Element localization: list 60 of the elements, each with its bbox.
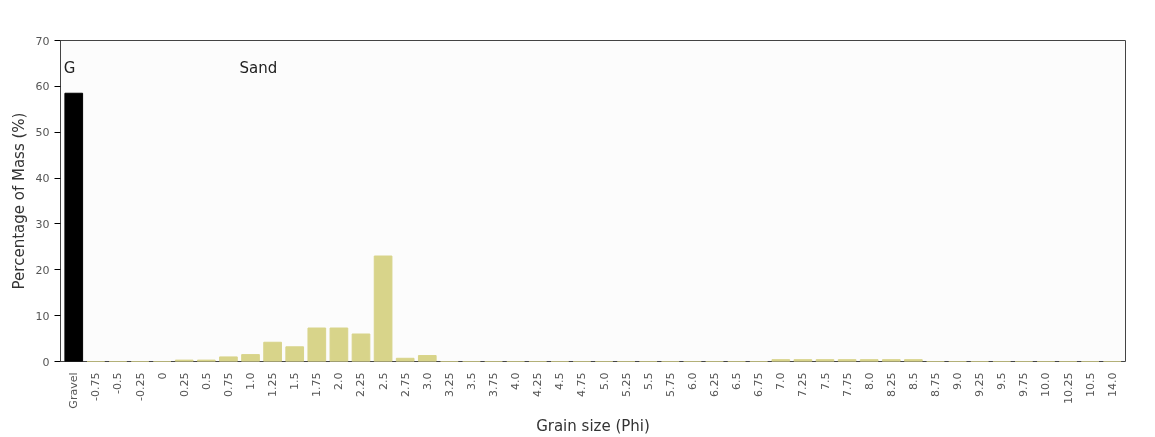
x-tick-label: 2.5: [376, 372, 390, 390]
x-tick-label: 0: [155, 372, 169, 380]
x-tick-label: 7.0: [774, 372, 788, 390]
y-axis-title: Percentage of Mass (%): [9, 112, 28, 290]
y-tick-label: 30: [35, 217, 50, 231]
x-tick-label: 2.25: [354, 372, 368, 397]
x-tick-label: 6.0: [685, 372, 699, 390]
x-tick-label: 10.0: [1039, 372, 1053, 397]
x-tick-label: 4.5: [553, 372, 567, 390]
x-tick-label: 4.75: [575, 372, 589, 397]
x-tick-label: 9.25: [973, 372, 987, 397]
y-tick-label: 0: [42, 355, 50, 369]
x-tick-label: 9.5: [995, 372, 1009, 390]
x-tick-label: 2.75: [398, 372, 412, 397]
x-axis-title: Grain size (Phi): [536, 416, 650, 435]
x-tick-label: 4.25: [531, 372, 545, 397]
x-tick-label: 3.0: [420, 372, 434, 390]
x-tick-label: 3.5: [464, 372, 478, 390]
x-tick-label: 5.0: [597, 372, 611, 390]
x-tick-label: 7.5: [818, 372, 832, 390]
x-tick-label: -0.5: [111, 372, 125, 394]
x-tick-label: 5.25: [619, 372, 633, 397]
x-tick-label: 0.75: [221, 372, 235, 397]
x-tick-label: 5.75: [663, 372, 677, 397]
x-tick-label: 10.5: [1083, 372, 1097, 397]
x-tick-label: 8.25: [884, 372, 898, 397]
annotation: G: [63, 59, 76, 78]
x-tick-label: Gravel: [67, 372, 81, 409]
x-tick-label: 2.0: [332, 372, 346, 390]
x-tick-label: 0.5: [199, 372, 213, 390]
x-tick-label: 1.0: [244, 372, 258, 390]
x-tick-label: 3.75: [487, 372, 501, 397]
x-tick-label: 1.25: [266, 372, 280, 397]
y-tick-label: 60: [35, 80, 50, 94]
x-tick-label: 10.25: [1061, 372, 1075, 404]
x-tick-label: 8.5: [906, 372, 920, 390]
x-tick-label: 6.25: [708, 372, 722, 397]
x-tick-label: -0.25: [133, 372, 147, 401]
x-tick-label: 0.25: [177, 372, 191, 397]
x-tick-label: 6.75: [752, 372, 766, 397]
x-tick-label: 3.25: [442, 372, 456, 397]
x-tick-label: 5.5: [641, 372, 655, 390]
annotation: Sand: [239, 59, 278, 78]
x-tick-label: 9.75: [1017, 372, 1031, 397]
y-tick-label: 40: [35, 172, 50, 186]
x-tick-label: 8.75: [928, 372, 942, 397]
x-tick-label: 1.5: [288, 372, 302, 390]
x-tick-label: -0.75: [89, 372, 103, 401]
x-tick-label: 8.0: [862, 372, 876, 390]
y-tick-label: 70: [35, 34, 50, 48]
x-tick-label: 7.25: [796, 372, 810, 397]
x-tick-label: 9.0: [951, 372, 965, 390]
x-tick-label: 1.75: [310, 372, 324, 397]
x-tick-label: 4.0: [509, 372, 523, 390]
x-tick-label: 6.5: [730, 372, 744, 390]
x-tick-label: 7.75: [840, 372, 854, 397]
y-tick-label: 10: [35, 309, 50, 323]
x-tick-label: 14.0: [1105, 372, 1119, 397]
y-tick-label: 20: [35, 263, 50, 277]
y-tick-label: 50: [35, 126, 50, 140]
